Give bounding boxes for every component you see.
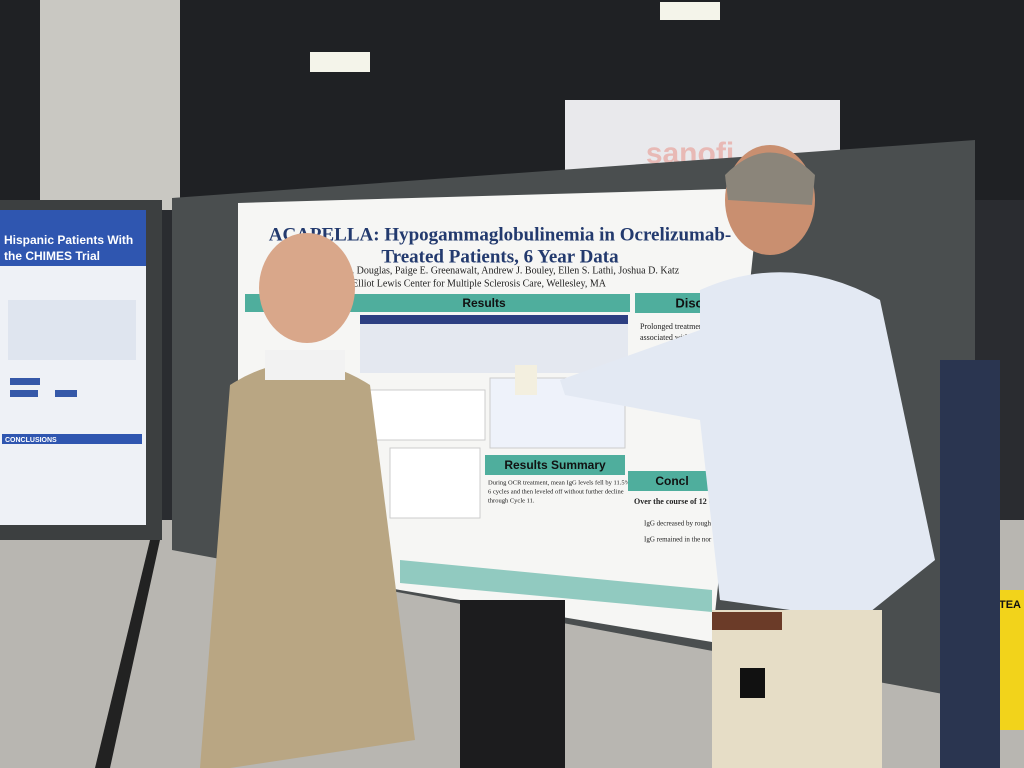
left-poster-title: the CHIMES Trial — [4, 249, 100, 263]
conclusion-text: IgG remained in the nor — [644, 536, 712, 544]
left-poster-title: Hispanic Patients With — [4, 233, 133, 247]
summary-text: 6 cycles and then leveled off without fu… — [488, 488, 624, 495]
cup — [515, 365, 537, 395]
person-belt — [712, 612, 782, 630]
person-legs — [460, 600, 565, 768]
conclusion-text: IgG decreased by rough — [644, 520, 712, 528]
section-title: Concl — [655, 474, 688, 488]
poster-authors: lizabeth A. Douglas, Paige E. Greenawalt… — [311, 265, 680, 276]
section-title: Results Summary — [504, 458, 606, 472]
easel-leg — [95, 540, 160, 768]
left-poster-header — [0, 210, 146, 266]
left-poster-bar — [55, 390, 77, 397]
left-poster-section-bar — [2, 434, 142, 444]
summary-text: through Cycle 11. — [488, 497, 535, 504]
section-bar — [485, 455, 625, 475]
poster-footer — [400, 560, 712, 612]
section-bar — [628, 471, 714, 491]
right-sign-text: TEA — [999, 599, 1021, 611]
person-head — [259, 233, 355, 343]
person-background — [940, 360, 1000, 768]
poster-title: Treated Patients, 6 Year Data — [381, 246, 619, 267]
left-poster-section: CONCLUSIONS — [5, 437, 57, 444]
person-pants — [712, 610, 882, 768]
person-collar — [265, 350, 345, 380]
results-chart — [359, 389, 486, 441]
conclusion-text: Over the course of 12 C — [634, 497, 715, 506]
left-poster-table — [8, 300, 136, 360]
results-table — [360, 315, 628, 373]
pillar — [40, 0, 180, 210]
poster-title: ACAPELLA: Hypogammaglobulinemia in Ocrel… — [269, 224, 732, 245]
person-jacket — [200, 362, 415, 768]
results-chart — [389, 447, 481, 519]
table-header — [360, 315, 628, 324]
left-poster-bar — [10, 390, 38, 397]
person-hair — [725, 152, 815, 205]
summary-text: During OCR treatment, mean IgG levels fe… — [488, 479, 639, 486]
poster-affiliation: The Elliot Lewis Center for Multiple Scl… — [334, 278, 607, 289]
section-title: Results — [462, 296, 506, 310]
ceiling-light — [660, 2, 720, 20]
person-shirt — [700, 272, 935, 620]
left-poster-bar — [10, 378, 40, 385]
ceiling-light — [310, 52, 370, 72]
person-arm — [560, 330, 700, 420]
watch — [740, 668, 765, 698]
